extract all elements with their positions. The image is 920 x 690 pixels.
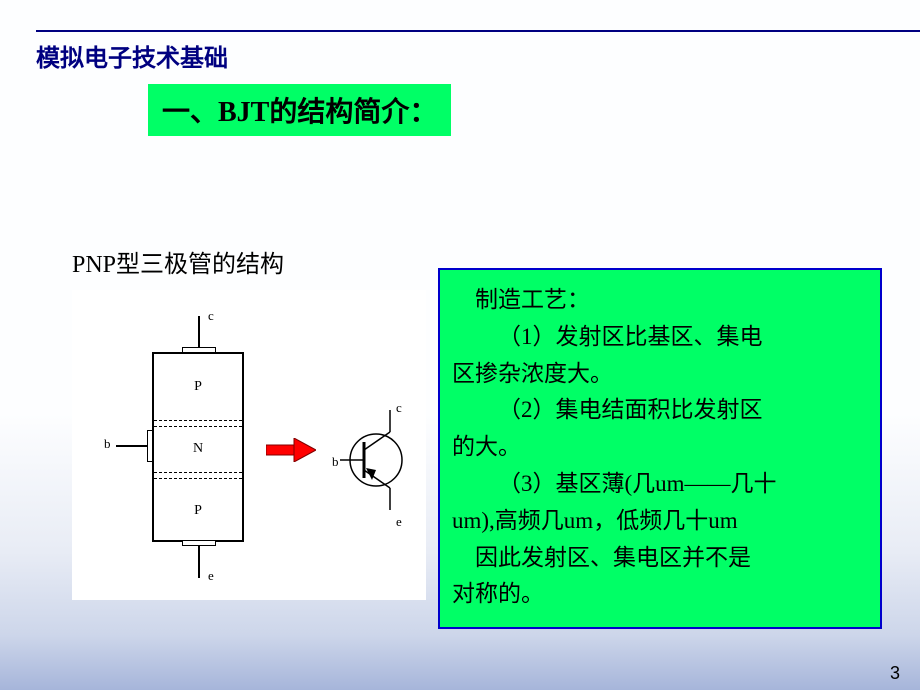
base-label: b: [104, 436, 111, 452]
n-region: N: [154, 426, 242, 472]
symbol-base-label: b: [332, 454, 339, 470]
emitter-lead: [198, 542, 200, 578]
page-number: 3: [890, 663, 900, 684]
info-box: 制造工艺： （1）发射区比基区、集电 区掺杂浓度大。 （2）集电结面积比发射区 …: [438, 268, 882, 629]
info-line-7: um),高频几um，低频几十um: [452, 503, 868, 540]
info-line-1: 制造工艺：: [452, 282, 868, 319]
symbol-emitter-label: e: [396, 514, 402, 530]
info-line-6: （3）基区薄(几um——几十: [452, 466, 868, 503]
info-line-5: 的大。: [452, 429, 868, 466]
info-line-9: 对称的。: [452, 576, 868, 613]
junction-dash-2a: [154, 472, 242, 473]
subtitle: PNP型三极管的结构: [72, 244, 284, 279]
arrow-icon: [266, 438, 316, 462]
info-line-2: （1）发射区比基区、集电: [452, 319, 868, 356]
pnp-block: P N P: [152, 352, 244, 542]
collector-label: c: [208, 308, 214, 324]
section-heading: 一、BJT的结构简介：: [148, 84, 451, 136]
pnp-diagram: c P N P b e c b e: [72, 290, 426, 600]
page-title: 模拟电子技术基础: [36, 38, 228, 73]
p-region-top: P: [154, 354, 242, 420]
base-cap: [147, 430, 153, 462]
emitter-cap: [182, 540, 216, 546]
emitter-label: e: [208, 568, 214, 584]
p-region-bottom: P: [154, 478, 242, 544]
info-line-3: 区掺杂浓度大。: [452, 356, 868, 393]
junction-dash-1a: [154, 420, 242, 421]
info-line-4: （2）集电结面积比发射区: [452, 392, 868, 429]
info-line-8: 因此发射区、集电区并不是: [452, 540, 868, 577]
pnp-symbol: c b e: [328, 350, 418, 540]
symbol-collector-label: c: [396, 400, 402, 416]
header-divider: [36, 30, 920, 32]
